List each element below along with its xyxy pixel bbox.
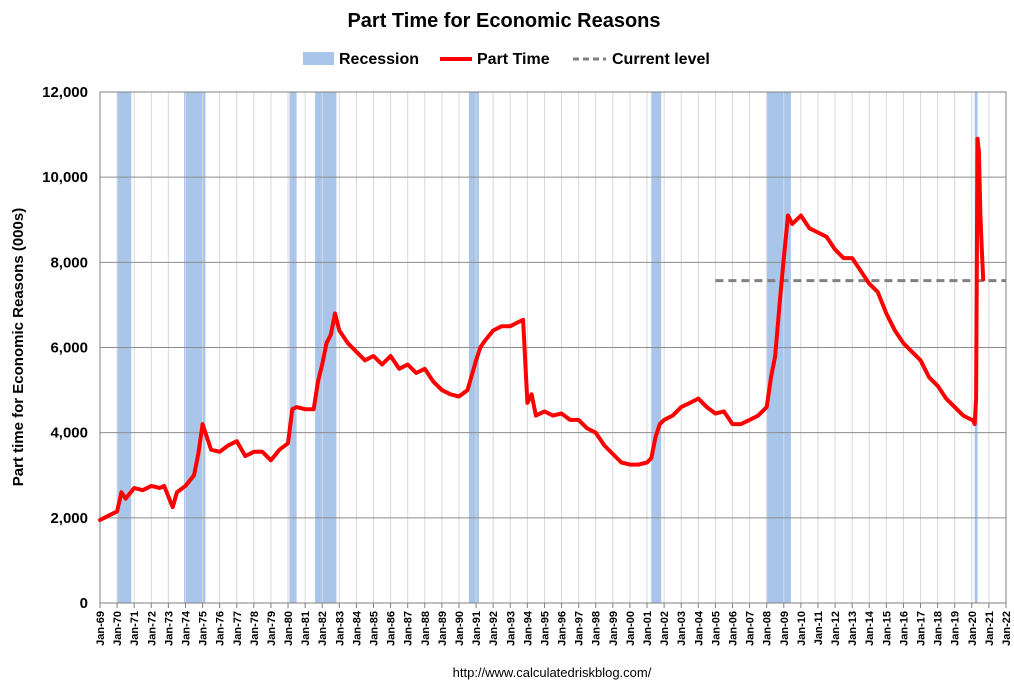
x-tick-label: Jan-92 (488, 611, 500, 646)
y-tick-label: 6,000 (50, 340, 88, 357)
x-tick-label: Jan-12 (830, 611, 842, 646)
x-tick-label: Jan-19 (950, 611, 962, 646)
plot-area: 0 2,000 4,000 6,000 8,000 10,000 12,000 Jan-69… (42, 84, 1013, 646)
x-tick-label: Jan-76 (215, 611, 227, 646)
y-tick-label: 2,000 (50, 510, 88, 527)
x-tick-label: Jan-71 (129, 611, 141, 646)
series-part-time (98, 136, 986, 522)
x-tick-label: Jan-90 (454, 611, 466, 646)
x-tick-label: Jan-20 (967, 611, 979, 646)
x-tick-label: Jan-16 (898, 611, 910, 646)
x-tick-label: Jan-17 (916, 611, 928, 646)
x-tick-label: Jan-03 (676, 611, 688, 646)
x-tick-label: Jan-82 (317, 611, 329, 646)
x-tick-label: Jan-80 (283, 611, 295, 646)
y-axis-label: Part time for Economic Reasons (000s) (10, 208, 27, 486)
x-tick-label: Jan-73 (163, 611, 175, 646)
x-tick-label: Jan-70 (112, 611, 124, 646)
x-tick-label: Jan-21 (984, 611, 996, 646)
x-tick-label: Jan-02 (659, 611, 671, 646)
x-tick-label: Jan-79 (266, 611, 278, 646)
x-tick-label: Jan-77 (232, 611, 244, 646)
x-tick-label: Jan-86 (386, 611, 398, 646)
x-tick-label: Jan-06 (727, 611, 739, 646)
y-tick-label: 8,000 (50, 254, 88, 271)
x-tick-label: Jan-93 (505, 611, 517, 646)
x-axis: Jan-69 Jan-70 Jan-71 Jan-72 Jan-73 Jan-74 Jan-… (95, 603, 1013, 646)
y-axis: 0 2,000 4,000 6,000 8,000 10,000 12,000 (42, 84, 88, 612)
x-tick-label: Jan-15 (881, 611, 893, 646)
source-url: http://www.calculatedriskblog.com/ (453, 665, 652, 680)
gridlines (100, 91, 1006, 603)
y-tick-label: 12,000 (42, 84, 88, 101)
x-tick-label: Jan-87 (403, 611, 415, 646)
chart-title: Part Time for Economic Reasons (347, 10, 660, 32)
x-tick-label: Jan-85 (369, 611, 381, 646)
x-tick-label: Jan-00 (625, 611, 637, 646)
x-tick-label: Jan-74 (180, 610, 192, 646)
x-tick-label: Jan-13 (847, 611, 859, 646)
x-tick-label: Jan-88 (420, 611, 432, 646)
x-tick-label: Jan-96 (557, 611, 569, 646)
x-tick-label: Jan-97 (574, 611, 586, 646)
x-tick-label: Jan-95 (539, 611, 551, 646)
plot-frame (99, 91, 1007, 604)
x-tick-label: Jan-99 (608, 611, 620, 646)
x-tick-label: Jan-10 (796, 611, 808, 646)
legend-recession-label: Recession (339, 51, 419, 68)
x-tick-label: Jan-89 (437, 611, 449, 646)
x-tick-label: Jan-78 (249, 611, 261, 646)
x-tick-label: Jan-04 (693, 610, 705, 646)
x-tick-label: Jan-14 (864, 610, 876, 646)
y-tick-label: 0 (80, 595, 88, 612)
x-tick-label: Jan-07 (745, 611, 757, 646)
x-tick-label: Jan-18 (933, 611, 945, 646)
x-tick-label: Jan-09 (779, 611, 791, 646)
x-tick-label: Jan-94 (522, 610, 534, 646)
legend-current-level-label: Current level (612, 51, 710, 68)
legend-part-time-label: Part Time (477, 51, 550, 68)
x-tick-label: Jan-83 (334, 611, 346, 646)
x-tick-label: Jan-91 (471, 611, 483, 646)
x-tick-label: Jan-11 (813, 611, 825, 645)
x-tick-label: Jan-22 (1001, 611, 1013, 646)
x-tick-label: Jan-81 (300, 611, 312, 646)
x-tick-label: Jan-72 (146, 611, 158, 646)
legend: Recession Part Time Current level (303, 51, 710, 68)
x-tick-label: Jan-01 (642, 611, 654, 646)
x-tick-label: Jan-05 (710, 611, 722, 646)
x-tick-label: Jan-69 (95, 611, 107, 646)
y-tick-label: 4,000 (50, 425, 88, 442)
x-tick-label: Jan-75 (198, 611, 210, 646)
y-tick-label: 10,000 (42, 169, 88, 186)
legend-recession-swatch (303, 52, 334, 65)
x-tick-label: Jan-98 (591, 611, 603, 646)
x-tick-label: Jan-08 (762, 611, 774, 646)
x-tick-label: Jan-84 (351, 610, 363, 646)
